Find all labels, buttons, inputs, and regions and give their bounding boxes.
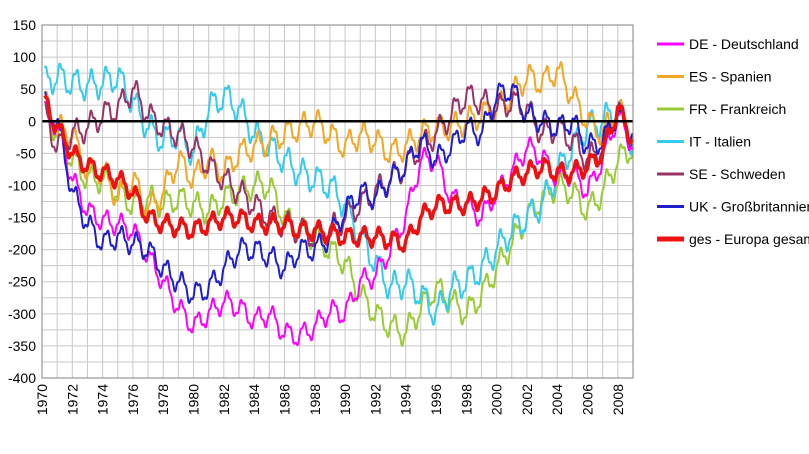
series-lines: [43, 61, 635, 347]
series-line-es: [44, 61, 634, 220]
y-tick-label: -50: [16, 145, 36, 161]
y-tick-label: 150: [13, 17, 37, 33]
x-tick-label: 1970: [34, 384, 50, 415]
x-tick-label: 1990: [337, 384, 353, 415]
y-tick-label: 100: [13, 49, 37, 65]
plot-frame: [41, 24, 634, 379]
x-tick-label: 1982: [216, 384, 232, 415]
legend-label: DE - Deutschland: [689, 36, 799, 52]
x-tick-label: 1988: [307, 384, 323, 415]
y-tick-label: -250: [8, 274, 36, 290]
y-tick-label: -200: [8, 242, 36, 258]
series-line-uk: [44, 82, 634, 304]
legend-label: UK - Großbritannien: [689, 199, 809, 215]
x-tick-label: 1974: [95, 384, 111, 415]
x-tick-label: 1980: [186, 384, 202, 415]
x-tick-label: 1996: [428, 384, 444, 415]
x-tick-label: 2004: [549, 384, 565, 415]
x-tick-label: 1984: [246, 384, 262, 415]
y-tick-label: -150: [8, 210, 36, 226]
x-tick-label: 1994: [398, 384, 414, 415]
series-line-it: [44, 62, 634, 326]
x-tick-label: 1972: [64, 384, 80, 415]
y-axis-ticks: 150 100 50 0 -50 -100 -150 -200 -250 -300 -350 -400: [8, 17, 36, 386]
x-tick-label: 2006: [580, 384, 596, 415]
y-tick-label: -300: [8, 306, 36, 322]
y-tick-label: -400: [8, 370, 36, 386]
legend-label: SE - Schweden: [689, 166, 786, 182]
y-tick-label: -350: [8, 338, 36, 354]
legend-label: IT - Italien: [689, 134, 751, 150]
y-tick-label: 50: [20, 81, 36, 97]
x-tick-label: 1992: [367, 384, 383, 415]
legend-label: FR - Frankreich: [689, 101, 786, 117]
legend-label: ES - Spanien: [689, 69, 772, 85]
x-tick-label: 1976: [125, 384, 141, 415]
x-tick-label: 1998: [458, 384, 474, 415]
series-line-ges: [43, 94, 635, 253]
legend: DE - Deutschland ES - Spanien FR - Frankre…: [657, 36, 809, 247]
x-tick-label: 2000: [489, 384, 505, 415]
x-tick-label: 2008: [610, 384, 626, 415]
y-tick-label: -100: [8, 177, 36, 193]
x-axis-ticks: 1970 1972 1974 1976 1978 1980 1982 1984 1986 1988…: [34, 384, 626, 415]
x-tick-label: 2002: [519, 384, 535, 415]
y-tick-label: 0: [28, 113, 36, 129]
x-tick-label: 1986: [276, 384, 292, 415]
x-tick-label: 1978: [155, 384, 171, 415]
legend-label: ges - Europa gesamt: [689, 231, 809, 247]
